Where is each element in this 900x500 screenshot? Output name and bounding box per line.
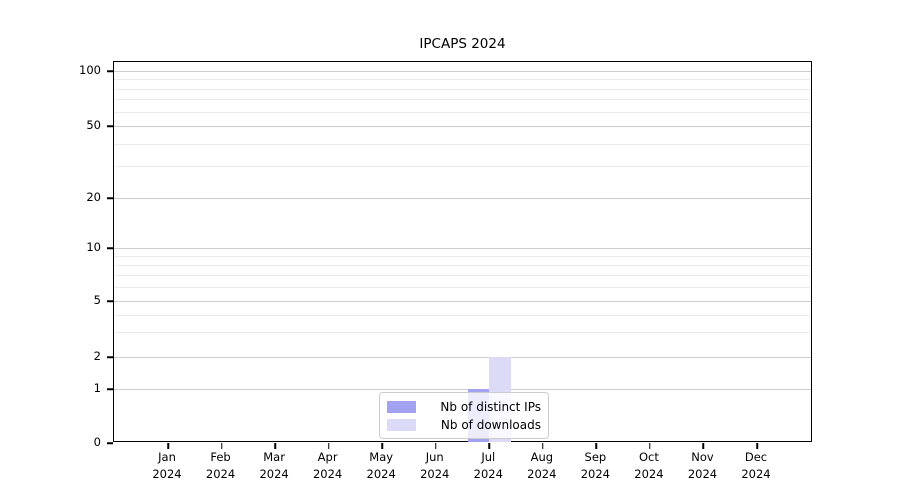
y-tick-label: 0	[93, 435, 101, 449]
legend-item-downloads: Nb of downloads	[387, 417, 541, 433]
plot-area: Nb of distinct IPs Nb of downloads	[106, 61, 812, 449]
x-tick-label: Jul 2024	[473, 450, 503, 481]
legend-label-distinct-ips: Nb of distinct IPs	[440, 400, 541, 414]
x-tick-label: Sep 2024	[580, 450, 610, 481]
y-tick-label: 1	[93, 381, 101, 395]
y-gridline-major	[114, 71, 811, 72]
y-gridline-major	[114, 301, 811, 302]
x-tick-mark	[327, 442, 330, 449]
legend-item-distinct-ips: Nb of distinct IPs	[387, 399, 541, 415]
chart-title: IPCAPS 2024	[419, 36, 506, 52]
x-tick-label: Oct 2024	[634, 450, 664, 481]
y-tick-mark	[106, 442, 113, 444]
y-tick-mark	[106, 70, 113, 72]
y-gridline-minor	[114, 265, 811, 267]
y-gridline-minor	[114, 111, 811, 113]
x-tick-mark	[434, 442, 437, 449]
y-gridline-minor	[114, 332, 811, 334]
y-gridline-minor	[114, 275, 811, 277]
y-tick-mark	[106, 247, 113, 249]
x-tick-label: Jan 2024	[152, 450, 182, 481]
y-gridline-minor	[114, 314, 811, 316]
x-tick-mark	[167, 442, 169, 449]
x-tick-mark	[381, 442, 383, 449]
x-tick-label: Mar 2024	[259, 450, 289, 481]
y-gridline-major	[114, 248, 811, 249]
legend: Nb of distinct IPs Nb of downloads	[379, 392, 549, 439]
x-tick-mark	[702, 442, 705, 449]
y-gridline-minor	[114, 79, 811, 81]
y-tick-mark	[106, 356, 113, 358]
y-gridline-major	[114, 389, 811, 390]
y-tick-label: 5	[93, 293, 101, 307]
x-tick-label: Jun 2024	[420, 450, 450, 481]
x-tick-label: Feb 2024	[205, 450, 236, 481]
grid-layer	[114, 62, 811, 441]
tick-layer	[106, 62, 811, 449]
y-tick-label: 100	[79, 63, 101, 77]
x-tick-mark	[542, 442, 544, 449]
y-tick-mark	[106, 300, 113, 302]
x-tick-mark	[274, 442, 276, 449]
y-tick-label: 20	[86, 190, 101, 204]
x-tick-label: Aug 2024	[527, 450, 557, 481]
x-tick-mark	[220, 442, 223, 449]
y-gridline-minor	[114, 256, 811, 258]
y-tick-label: 50	[86, 118, 101, 132]
x-tick-label: May 2024	[366, 450, 396, 481]
y-gridline-minor	[114, 99, 811, 101]
y-tick-mark	[106, 125, 113, 127]
y-gridline-major	[114, 126, 811, 127]
legend-label-downloads: Nb of downloads	[440, 418, 541, 432]
x-tick-label: Dec 2024	[741, 450, 771, 481]
legend-swatch-downloads	[387, 419, 416, 431]
y-gridline-major	[114, 198, 811, 199]
y-tick-label: 10	[86, 240, 101, 254]
y-tick-label: 2	[93, 349, 101, 363]
y-tick-mark	[106, 197, 113, 199]
x-tick-mark	[488, 442, 491, 449]
x-tick-label: Apr 2024	[312, 450, 343, 481]
legend-swatch-distinct-ips	[387, 401, 416, 413]
y-gridline-minor	[114, 166, 811, 168]
x-tick-mark	[649, 442, 651, 449]
x-tick-mark	[595, 442, 598, 449]
y-gridline-minor	[114, 287, 811, 289]
y-gridline-major	[114, 357, 811, 358]
y-tick-mark	[106, 388, 113, 390]
x-tick-label: Nov 2024	[687, 450, 718, 481]
y-gridline-minor	[114, 143, 811, 145]
x-tick-mark	[756, 442, 758, 449]
y-gridline-minor	[114, 88, 811, 90]
